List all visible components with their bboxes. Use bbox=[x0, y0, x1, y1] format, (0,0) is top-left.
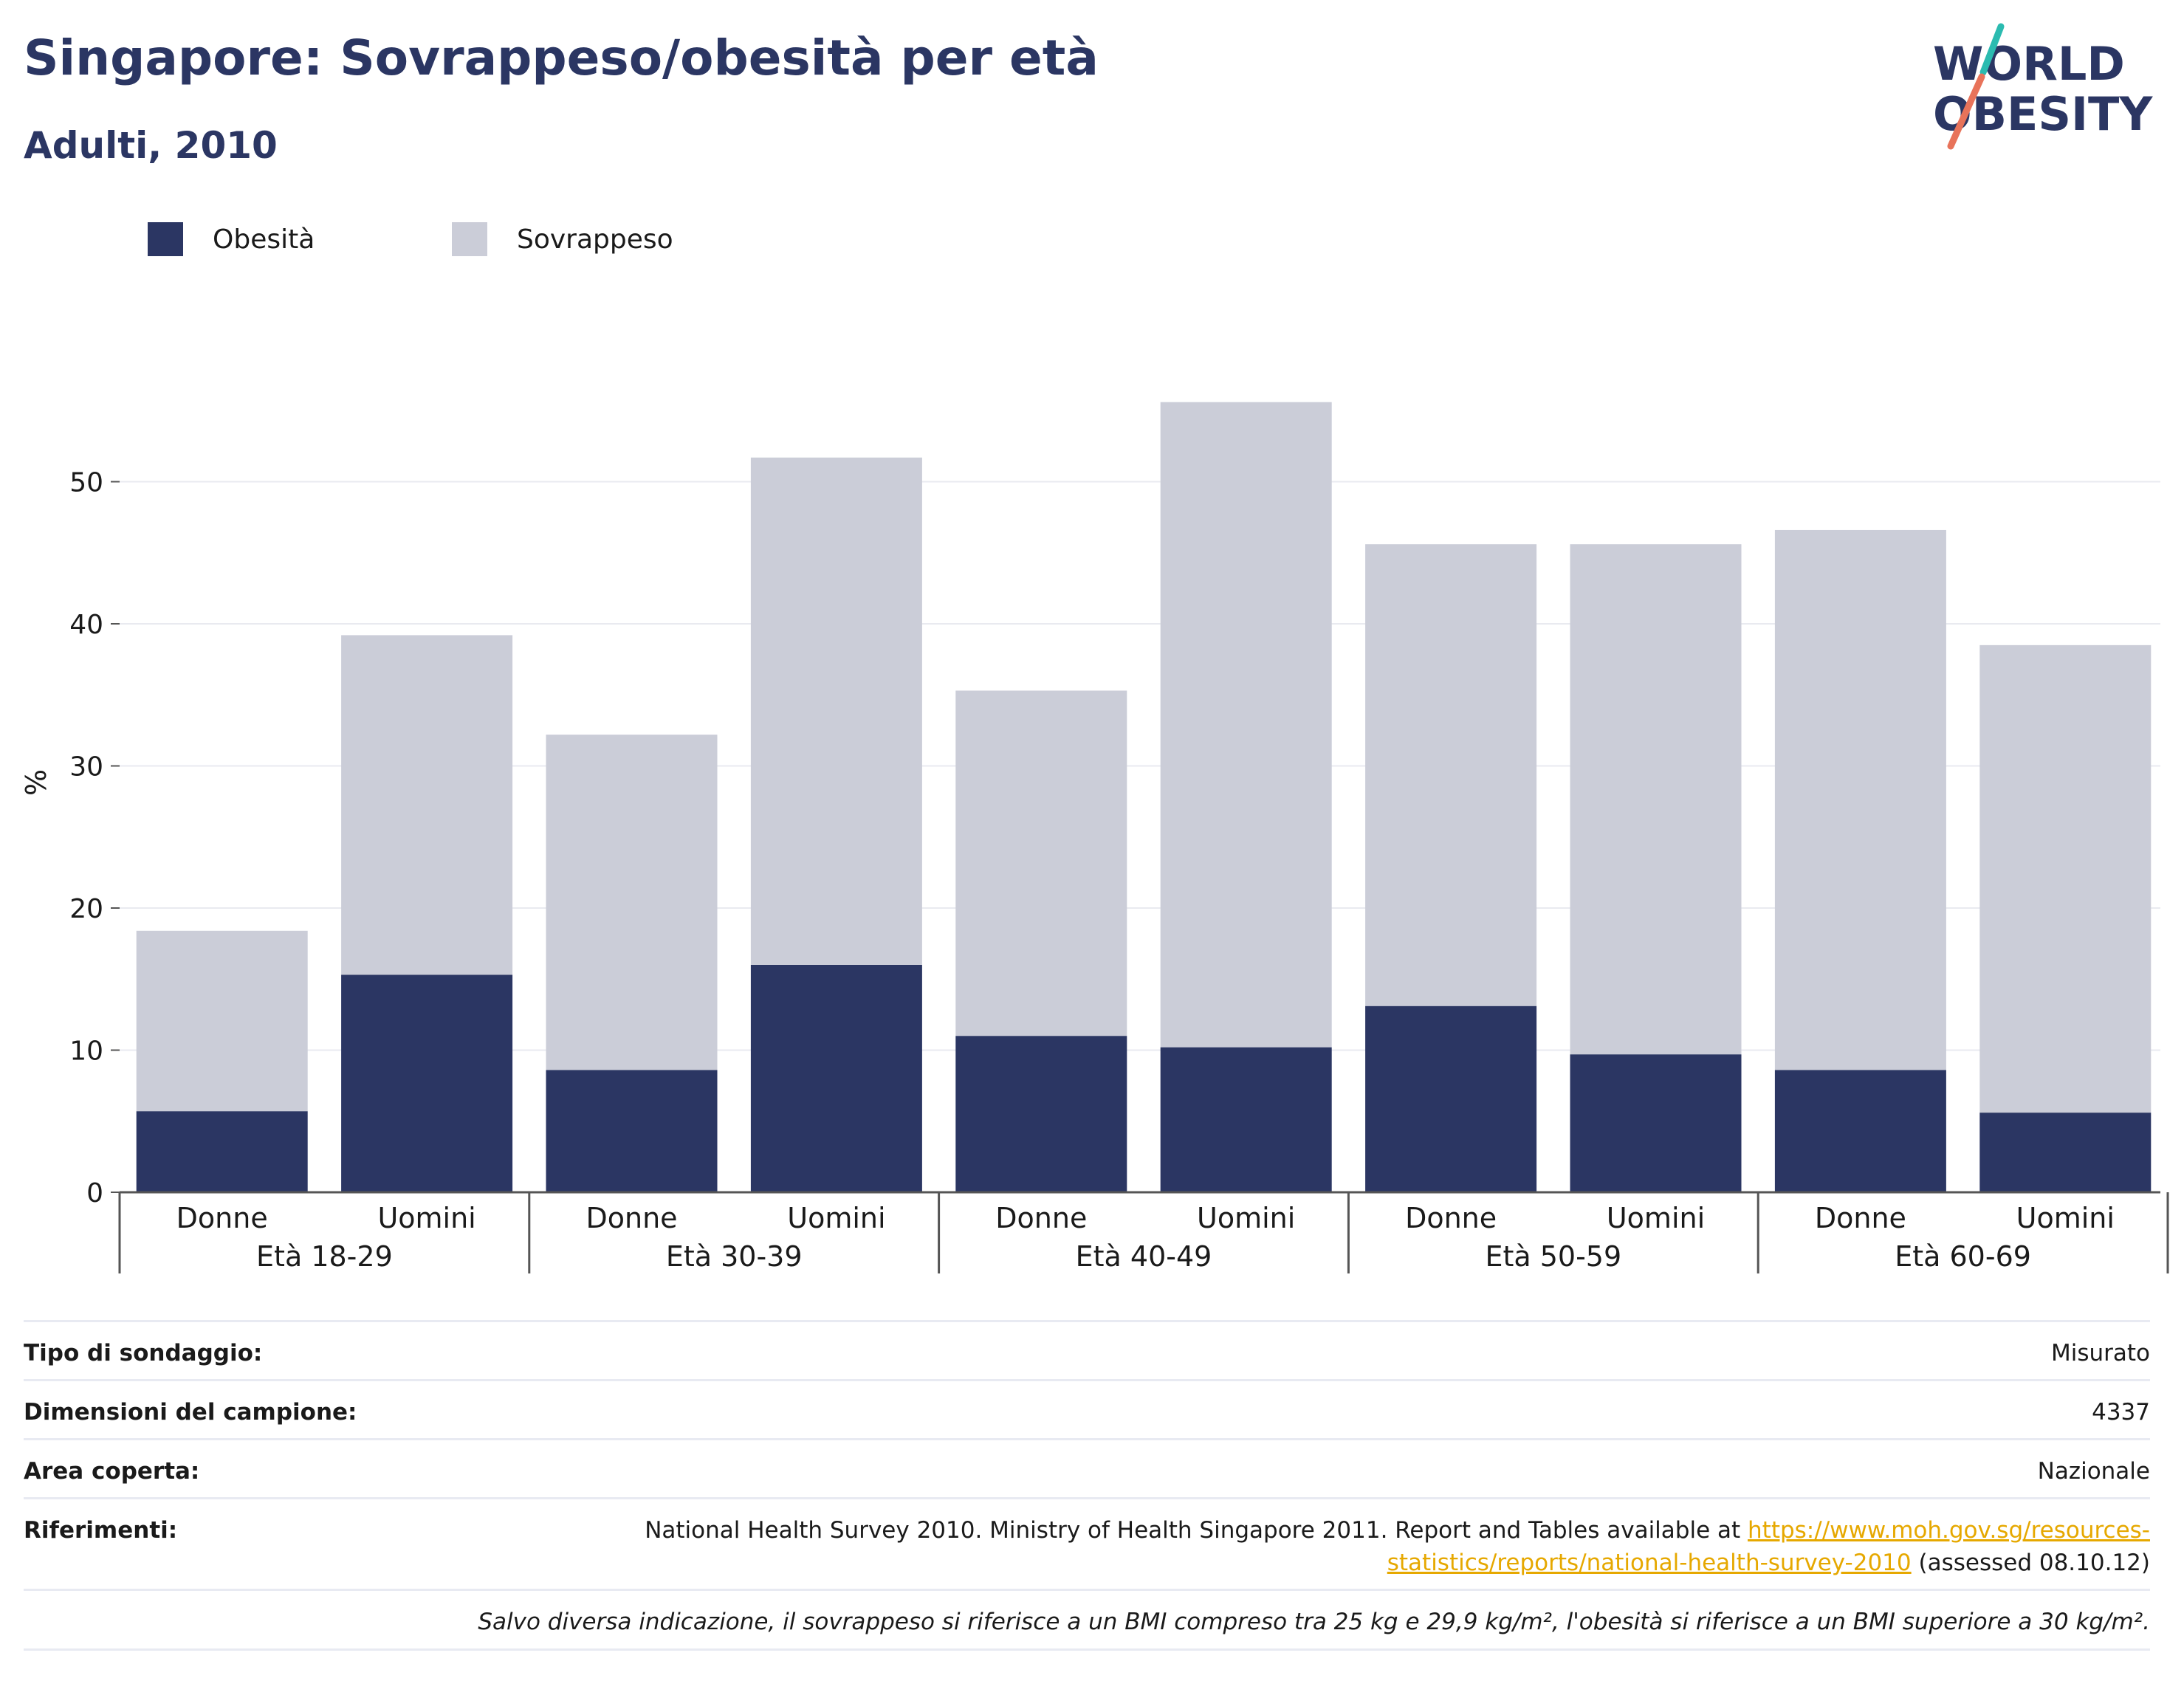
x-tick-label: Donne bbox=[995, 1202, 1087, 1234]
bar-overweight bbox=[136, 930, 308, 1112]
group-label: Età 60-69 bbox=[1895, 1240, 2031, 1273]
legend-swatch-obesity bbox=[148, 222, 183, 256]
world-obesity-logo: WORLD OBESITY bbox=[1933, 23, 2153, 150]
logo-slash-coral bbox=[1947, 73, 1985, 150]
bar-overweight bbox=[1774, 529, 1946, 1070]
legend-swatch-overweight bbox=[452, 222, 487, 256]
sample-size-value: 4337 bbox=[2092, 1399, 2150, 1426]
x-tick-label: Uomini bbox=[2016, 1202, 2115, 1234]
bars bbox=[136, 402, 2152, 1192]
info-row-survey-type: Tipo di sondaggio: Misurato bbox=[24, 1320, 2150, 1379]
bar-obesity bbox=[136, 1111, 308, 1192]
bar-obesity bbox=[1570, 1054, 1742, 1192]
area-label: Area coperta: bbox=[24, 1458, 200, 1485]
footnote: Salvo diversa indicazione, il sovrappeso… bbox=[24, 1589, 2150, 1651]
x-tick-label: Donne bbox=[586, 1202, 677, 1234]
x-tick-label: Donne bbox=[1815, 1202, 1906, 1234]
references-value: National Health Survey 2010. Ministry of… bbox=[526, 1514, 2150, 1579]
info-row-references: Riferimenti: National Health Survey 2010… bbox=[24, 1497, 2150, 1589]
references-text: National Health Survey 2010. Ministry of… bbox=[645, 1517, 1748, 1544]
bar-obesity bbox=[341, 974, 513, 1192]
logo-slash-teal bbox=[1979, 23, 2005, 76]
bar-overweight bbox=[1979, 644, 2152, 1113]
y-tick-label: 20 bbox=[69, 894, 103, 924]
x-tick-label: Uomini bbox=[787, 1202, 885, 1234]
x-tick-label: Uomini bbox=[1197, 1202, 1295, 1234]
references-suffix: (assessed 08.10.12) bbox=[1911, 1550, 2150, 1576]
axes: 0 10 20 30 40 50 Donne Uomini Donne Uomini Donne Uo… bbox=[69, 468, 2169, 1273]
legend-item-overweight: Sovrappeso bbox=[452, 219, 673, 260]
legend-item-obesity: Obesità bbox=[148, 219, 315, 260]
stacked-bar-chart: 0 10 20 30 40 50 Donne Uomini Donne Uomini Donne Uo… bbox=[20, 402, 2169, 1273]
group-label: Età 40-49 bbox=[1076, 1240, 1212, 1273]
bar-overweight bbox=[1570, 544, 1742, 1055]
x-tick-label: Donne bbox=[1405, 1202, 1497, 1234]
y-tick-label: 10 bbox=[69, 1036, 103, 1067]
y-tick-label: 0 bbox=[86, 1178, 103, 1208]
sample-size-label: Dimensioni del campione: bbox=[24, 1399, 357, 1426]
info-row-area: Area coperta: Nazionale bbox=[24, 1438, 2150, 1497]
y-tick-label: 40 bbox=[69, 610, 103, 640]
bar-obesity bbox=[1774, 1070, 1946, 1192]
chart-title: Singapore: Sovrappeso/obesità per età bbox=[24, 30, 1099, 86]
bar-overweight bbox=[750, 457, 922, 965]
y-tick-label: 30 bbox=[69, 752, 103, 783]
bar-obesity bbox=[1160, 1047, 1332, 1192]
logo-line1: WORLD bbox=[1933, 37, 2125, 91]
info-table: Tipo di sondaggio: Misurato Dimensioni d… bbox=[24, 1320, 2150, 1651]
group-label: Età 18-29 bbox=[256, 1240, 393, 1273]
y-tick-label: 50 bbox=[69, 468, 103, 498]
bar-obesity bbox=[546, 1070, 718, 1192]
info-row-sample-size: Dimensioni del campione: 4337 bbox=[24, 1379, 2150, 1438]
group-label: Età 30-39 bbox=[666, 1240, 803, 1273]
area-value: Nazionale bbox=[2037, 1458, 2150, 1485]
bar-obesity bbox=[1365, 1005, 1537, 1192]
bar-obesity bbox=[955, 1036, 1127, 1192]
bar-overweight bbox=[546, 735, 718, 1070]
chart-subtitle: Adulti, 2010 bbox=[24, 124, 278, 167]
bar-obesity bbox=[1979, 1113, 2152, 1192]
bar-overweight bbox=[955, 690, 1127, 1036]
survey-type-label: Tipo di sondaggio: bbox=[24, 1340, 263, 1366]
bar-overweight bbox=[1365, 544, 1537, 1006]
bar-overweight bbox=[341, 635, 513, 975]
bar-overweight bbox=[1160, 402, 1332, 1048]
y-axis-label: % bbox=[20, 769, 52, 796]
survey-type-value: Misurato bbox=[2050, 1340, 2150, 1366]
references-link[interactable]: https://www.moh.gov.sg/resources-statist… bbox=[1387, 1517, 2150, 1576]
legend-label-obesity: Obesità bbox=[213, 224, 315, 255]
x-tick-label: Uomini bbox=[377, 1202, 475, 1234]
x-tick-label: Uomini bbox=[1607, 1202, 1705, 1234]
x-tick-label: Donne bbox=[176, 1202, 268, 1234]
group-label: Età 50-59 bbox=[1485, 1240, 1621, 1273]
references-label: Riferimenti: bbox=[24, 1517, 178, 1544]
legend-label-overweight: Sovrappeso bbox=[517, 224, 673, 255]
bar-obesity bbox=[750, 965, 922, 1192]
